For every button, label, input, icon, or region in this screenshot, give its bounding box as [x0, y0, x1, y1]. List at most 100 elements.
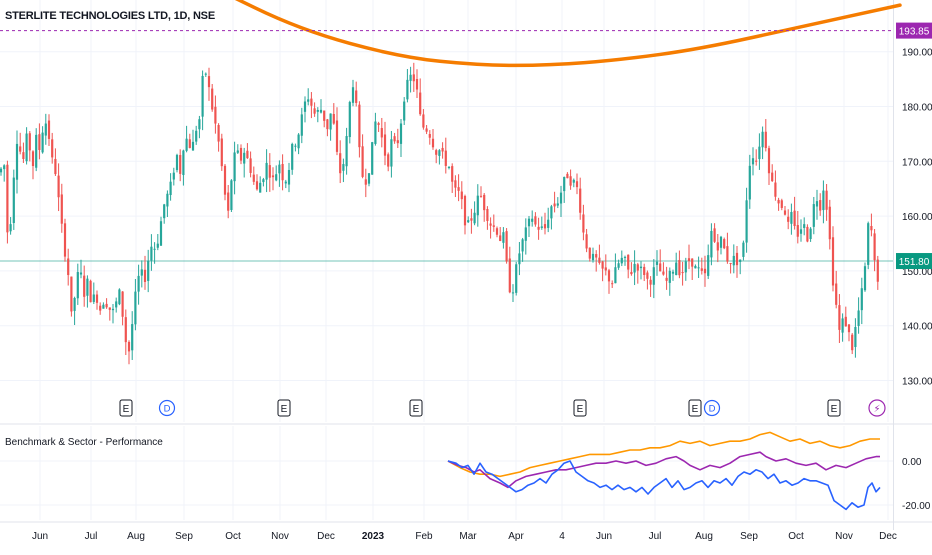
candle — [617, 263, 620, 268]
candle — [92, 294, 95, 302]
candle — [44, 123, 47, 136]
price-tick-label: 190.00 — [902, 48, 932, 59]
candle — [508, 258, 511, 293]
candle — [662, 271, 665, 275]
candle — [230, 180, 233, 210]
candle — [515, 264, 518, 293]
candle — [271, 175, 275, 178]
candle — [780, 200, 783, 208]
candle — [806, 226, 809, 242]
earnings-marker-label: E — [831, 404, 838, 415]
candle — [367, 173, 371, 184]
candle — [828, 206, 831, 240]
candle — [809, 228, 812, 240]
candle — [431, 138, 435, 148]
candle — [223, 165, 227, 195]
candle — [425, 128, 428, 132]
candle — [815, 201, 819, 207]
candle — [774, 182, 777, 197]
candle — [799, 229, 803, 234]
candle — [179, 155, 182, 174]
candle — [531, 218, 534, 222]
candle — [307, 99, 310, 102]
candle — [601, 261, 604, 269]
candle — [796, 225, 799, 237]
candle — [364, 179, 367, 185]
candle — [697, 267, 700, 269]
candle — [214, 106, 217, 124]
candle — [188, 139, 191, 148]
candle — [614, 267, 617, 284]
candle — [409, 74, 412, 81]
candle — [575, 181, 579, 188]
candle — [499, 235, 502, 242]
candle — [566, 173, 569, 179]
candle — [748, 165, 751, 200]
candle — [131, 324, 134, 351]
candle — [716, 242, 719, 251]
time-tick-label: Oct — [788, 531, 804, 542]
candle — [761, 131, 764, 148]
candle — [803, 224, 806, 228]
time-tick-label: Dec — [317, 531, 335, 542]
performance-line-2 — [447, 451, 880, 489]
candle — [25, 133, 28, 162]
candle — [28, 133, 31, 151]
candle — [41, 132, 44, 153]
candle — [598, 257, 601, 263]
earnings-marker-label: E — [692, 404, 699, 415]
candle — [505, 231, 508, 262]
candle — [668, 270, 671, 283]
candle — [255, 181, 259, 190]
candle — [22, 152, 25, 159]
candle — [227, 192, 230, 211]
candle — [441, 147, 444, 152]
earnings-marker — [119, 399, 133, 417]
candle — [191, 141, 195, 151]
candle — [396, 140, 399, 144]
candle — [681, 272, 684, 274]
earnings-marker-label: E — [123, 404, 130, 415]
candle — [137, 275, 140, 292]
candle — [646, 272, 649, 279]
candle — [297, 134, 300, 149]
candle — [339, 153, 342, 174]
candle — [284, 181, 287, 184]
candle — [524, 227, 527, 241]
candle — [140, 269, 143, 276]
candle — [316, 109, 319, 112]
candle — [406, 79, 409, 100]
time-tick-label: Oct — [225, 531, 241, 542]
candle — [444, 150, 447, 166]
candle — [479, 195, 483, 197]
candle — [511, 292, 515, 294]
candle — [707, 255, 710, 276]
time-tick-label: Sep — [740, 531, 758, 542]
earnings-marker-label: E — [413, 404, 420, 415]
candle — [684, 261, 687, 273]
candle — [220, 138, 223, 167]
candle — [89, 280, 92, 303]
candle — [6, 164, 9, 233]
candle — [38, 134, 41, 150]
candle — [460, 191, 463, 200]
time-tick-label: Feb — [415, 531, 433, 542]
candle — [329, 113, 332, 130]
candle — [851, 334, 854, 351]
candle — [595, 254, 598, 258]
chart-title: STERLITE TECHNOLOGIES LTD, 1D, NSE — [5, 10, 215, 22]
candle — [0, 168, 3, 173]
candle — [463, 195, 467, 226]
candle — [76, 272, 79, 299]
performance-line-1 — [447, 431, 880, 478]
time-tick-label: Dec — [879, 531, 897, 542]
candle — [659, 263, 662, 272]
price-tick-label: 160.00 — [902, 212, 932, 223]
candle — [675, 262, 678, 276]
candle — [559, 192, 563, 204]
resistance-badge-label: 193.85 — [899, 27, 930, 38]
candle — [355, 90, 358, 103]
candle — [201, 75, 204, 117]
price-tick-label: 140.00 — [902, 322, 932, 333]
